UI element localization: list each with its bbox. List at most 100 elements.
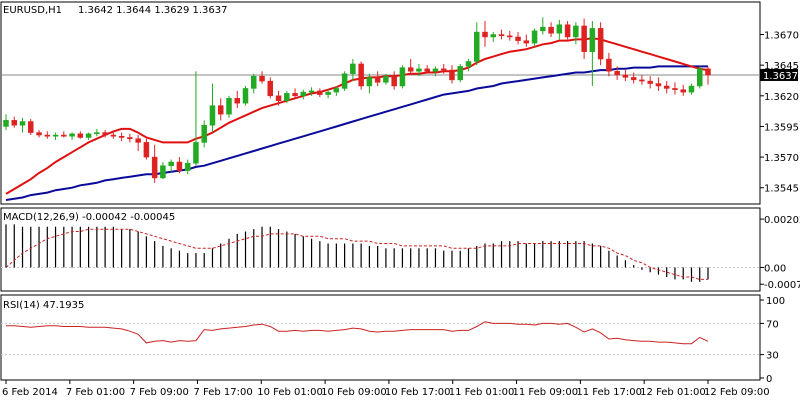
ohlc-readout: 1.3642 1.3644 1.3629 1.3637 xyxy=(78,5,228,16)
candle-body xyxy=(3,120,9,127)
current-price-label: 1.3637 xyxy=(763,71,798,82)
candle-body xyxy=(226,98,232,115)
time-tick-label: 11 Feb 09:00 xyxy=(513,387,579,398)
macd-tick-label: -0.0007 xyxy=(764,280,800,291)
candle-body xyxy=(474,31,480,62)
candle-body xyxy=(465,61,472,67)
candle-body xyxy=(614,71,620,76)
candle-body xyxy=(589,28,596,52)
fast-ma-line xyxy=(5,37,709,195)
time-tick-label: 7 Feb 17:00 xyxy=(193,387,252,398)
candle-body xyxy=(490,34,497,38)
candle-body xyxy=(234,98,240,104)
candle-body xyxy=(573,25,579,38)
candle-body xyxy=(341,73,348,89)
candle-body xyxy=(630,77,637,81)
candle-body xyxy=(242,88,249,104)
candle-body xyxy=(523,40,530,44)
candle-body xyxy=(300,91,307,97)
candle-body xyxy=(143,142,150,158)
candle-body xyxy=(217,105,224,115)
candle-body xyxy=(292,93,298,97)
candle-body xyxy=(209,105,216,126)
time-tick-label: 7 Feb 01:00 xyxy=(66,387,125,398)
candle-body xyxy=(647,80,653,84)
candle-body xyxy=(548,26,554,34)
candle-body xyxy=(482,31,488,38)
candle-body xyxy=(77,133,84,138)
time-tick-label: 6 Feb 2014 xyxy=(2,387,58,398)
candle-body xyxy=(531,30,538,44)
candle-body xyxy=(193,142,199,164)
candle-body xyxy=(457,66,463,81)
candle-body xyxy=(201,124,207,143)
candle-body xyxy=(515,36,521,41)
candle-body xyxy=(259,75,265,82)
rsi-tick-label: 30 xyxy=(766,351,779,362)
candle-body xyxy=(160,165,166,179)
candle-body xyxy=(184,162,191,171)
candle-body xyxy=(606,58,612,72)
rsi-tick-label: 0 xyxy=(766,374,772,385)
macd-tick-label: 0.00 xyxy=(764,263,786,274)
macd-title: MACD(12,26,9) -0.00042 -0.00045 xyxy=(3,212,176,223)
candle-body xyxy=(663,85,670,89)
candle-body xyxy=(407,67,414,72)
candle-body xyxy=(680,89,686,93)
time-tick-label: 11 Feb 17:00 xyxy=(576,387,642,398)
candle-body xyxy=(11,120,18,126)
macd-tick-label: 0.00202 xyxy=(764,215,800,226)
price-tick-label: 1.3645 xyxy=(764,61,799,72)
candle-body xyxy=(94,132,100,135)
time-tick-label: 10 Feb 01:00 xyxy=(257,387,323,398)
time-tick-label: 12 Feb 09:00 xyxy=(704,387,770,398)
rsi-title: RSI(14) 47.1935 xyxy=(3,300,85,311)
candle-body xyxy=(284,93,290,101)
candle-body xyxy=(705,68,711,76)
time-tick-label: 10 Feb 17:00 xyxy=(385,387,451,398)
pane-frame-0 xyxy=(0,1,761,205)
price-tick-label: 1.3670 xyxy=(764,31,799,42)
candle-body xyxy=(540,26,546,32)
candle-body xyxy=(102,132,108,136)
candle-body xyxy=(688,85,695,93)
candle-body xyxy=(275,95,282,101)
candle-body xyxy=(267,80,274,97)
rsi-line xyxy=(6,321,709,345)
candle-body xyxy=(151,156,158,179)
pane-frame-1 xyxy=(0,207,761,292)
candle-body xyxy=(350,63,356,74)
candle-body xyxy=(52,134,59,137)
pane-frame-2 xyxy=(0,294,761,381)
candle-body xyxy=(622,74,629,78)
candle-body xyxy=(581,25,587,52)
candle-body xyxy=(449,69,455,81)
candle-body xyxy=(498,34,505,36)
time-tick-label: 12 Feb 01:00 xyxy=(640,387,706,398)
slow-ma-line xyxy=(5,65,708,201)
candle-body xyxy=(366,77,373,87)
candle-body xyxy=(36,132,42,136)
candle-body xyxy=(391,75,397,87)
candle-body xyxy=(135,138,141,143)
current-price-box xyxy=(760,68,798,81)
candle-body xyxy=(597,28,604,60)
price-tick-label: 1.3545 xyxy=(764,184,799,195)
candle-body xyxy=(358,63,364,87)
candle-body xyxy=(399,67,406,87)
candle-body xyxy=(69,133,75,137)
candle-body xyxy=(325,91,331,95)
candle-body xyxy=(61,134,67,137)
candle-body xyxy=(440,68,447,71)
symbol-label: EURUSD,H1 xyxy=(3,5,63,16)
candle-body xyxy=(19,121,26,126)
candle-body xyxy=(655,83,662,87)
macd-signal-line xyxy=(5,228,708,280)
time-tick-label: 7 Feb 09:00 xyxy=(130,387,189,398)
price-tick-label: 1.3595 xyxy=(764,122,799,133)
rsi-tick-label: 100 xyxy=(766,296,785,307)
candle-body xyxy=(118,136,125,138)
rsi-tick-label: 70 xyxy=(766,319,779,330)
candle-body xyxy=(317,90,323,95)
candle-body xyxy=(696,68,703,87)
